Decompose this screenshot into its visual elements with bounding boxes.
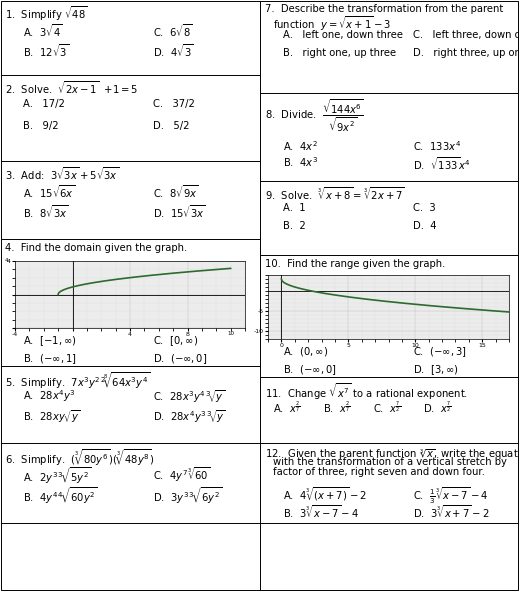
Text: A.  $(0,\infty)$: A. $(0,\infty)$ [283, 345, 328, 358]
Text: C.   left three, down one: C. left three, down one [413, 30, 519, 40]
Text: B.  $x^{\frac{2}{7}}$: B. $x^{\frac{2}{7}}$ [323, 399, 351, 415]
Text: D.  4: D. 4 [413, 221, 436, 231]
Text: B.  $28xy\sqrt{y}$: B. $28xy\sqrt{y}$ [23, 408, 80, 425]
Text: factor of three, right seven and down four.: factor of three, right seven and down fo… [273, 467, 485, 477]
Text: C.  $133x^4$: C. $133x^4$ [413, 139, 461, 153]
Text: 9.  Solve.  $\sqrt[3]{x+8}=\sqrt[3]{2x+7}$: 9. Solve. $\sqrt[3]{x+8}=\sqrt[3]{2x+7}$ [265, 185, 405, 202]
Text: 2.  Solve.  $\sqrt{2x-1}$  $+1=5$: 2. Solve. $\sqrt{2x-1}$ $+1=5$ [5, 79, 138, 96]
Text: A.   17/2: A. 17/2 [23, 99, 65, 109]
Text: A.  $4\sqrt[3]{(x+7)}-2$: A. $4\sqrt[3]{(x+7)}-2$ [283, 485, 367, 503]
Text: 10: 10 [227, 331, 234, 336]
Text: B.  $12\sqrt{3}$: B. $12\sqrt{3}$ [23, 42, 69, 59]
Text: B.  $3\sqrt[3]{x-7}-4$: B. $3\sqrt[3]{x-7}-4$ [283, 503, 359, 519]
Text: 3.  Add:  $3\sqrt{3x}+5\sqrt{3x}$: 3. Add: $3\sqrt{3x}+5\sqrt{3x}$ [5, 165, 119, 181]
Text: C.  3: C. 3 [413, 203, 435, 213]
Text: 1.  Simplify $\sqrt{48}$: 1. Simplify $\sqrt{48}$ [5, 4, 88, 22]
Text: A.  1: A. 1 [283, 203, 306, 213]
Text: with the transformation of a vertical stretch by: with the transformation of a vertical st… [273, 457, 507, 467]
Text: A.  $2y^{3\,3}\!\sqrt{5y^2}$: A. $2y^{3\,3}\!\sqrt{5y^2}$ [23, 465, 91, 486]
Text: D.  $\sqrt{133}x^4$: D. $\sqrt{133}x^4$ [413, 155, 470, 171]
Text: A.  $3\sqrt{4}$: A. $3\sqrt{4}$ [23, 22, 63, 38]
Text: B.  2: B. 2 [283, 221, 306, 231]
Text: D.   5/2: D. 5/2 [153, 121, 189, 131]
Text: D.  $3\sqrt[3]{x+7}-2$: D. $3\sqrt[3]{x+7}-2$ [413, 503, 489, 519]
Text: B.  $4y^{4\,4}\!\sqrt{60y^2}$: B. $4y^{4\,4}\!\sqrt{60y^2}$ [23, 485, 98, 505]
Text: C.  $28x^3y^{4\,3}\!\sqrt{y}$: C. $28x^3y^{4\,3}\!\sqrt{y}$ [153, 388, 225, 405]
Text: 6.  Simplify.  $(\sqrt[3]{80y^6})(\sqrt[3]{48y^8})$: 6. Simplify. $(\sqrt[3]{80y^6})(\sqrt[3]… [5, 447, 155, 467]
Text: 8.  Divide.  $\dfrac{\sqrt{144x^6}}{\sqrt{9x^2}}$: 8. Divide. $\dfrac{\sqrt{144x^6}}{\sqrt{… [265, 97, 364, 133]
Text: D.  $(-\infty,0]$: D. $(-\infty,0]$ [153, 352, 208, 366]
Text: B.  $(-\infty,1]$: B. $(-\infty,1]$ [23, 352, 77, 366]
Text: 4.  Find the domain given the graph.: 4. Find the domain given the graph. [5, 243, 187, 253]
Text: 12.  Given the parent function $\sqrt[3]{x}$, write the equation: 12. Given the parent function $\sqrt[3]{… [265, 447, 519, 462]
Text: 7.  Describe the transformation from the parent: 7. Describe the transformation from the … [265, 4, 503, 14]
Text: B.  $4x^3$: B. $4x^3$ [283, 155, 318, 169]
Text: D.  $15\sqrt{3x}$: D. $15\sqrt{3x}$ [153, 203, 206, 220]
Text: D.  $3y^{3\,3}\!\sqrt{6y^2}$: D. $3y^{3\,3}\!\sqrt{6y^2}$ [153, 485, 222, 505]
Text: C.  $\frac{1}{3}\sqrt[3]{x-7}-4$: C. $\frac{1}{3}\sqrt[3]{x-7}-4$ [413, 485, 488, 505]
Text: C.  $8\sqrt{9x}$: C. $8\sqrt{9x}$ [153, 183, 199, 200]
Text: B.   9/2: B. 9/2 [23, 121, 59, 131]
Text: B.   right one, up three: B. right one, up three [283, 48, 396, 58]
Text: function  $y=\sqrt{x+1}-3$: function $y=\sqrt{x+1}-3$ [273, 14, 391, 33]
Text: D.  $[3,\infty)$: D. $[3,\infty)$ [413, 363, 459, 377]
Text: 4: 4 [4, 258, 8, 264]
Text: 10.  Find the range given the graph.: 10. Find the range given the graph. [265, 259, 445, 269]
Text: A.  $28x^4y^3$: A. $28x^4y^3$ [23, 388, 76, 404]
Text: D.  $4\sqrt{3}$: D. $4\sqrt{3}$ [153, 42, 194, 59]
Text: B.  $8\sqrt{3x}$: B. $8\sqrt{3x}$ [23, 203, 69, 220]
Text: 5.  Simplify.  $7x^3y^{2\,2}\!\sqrt[8]{64x^3y^4}$: 5. Simplify. $7x^3y^{2\,2}\!\sqrt[8]{64x… [5, 370, 150, 391]
Text: C.  $x^{\frac{7}{2}}$: C. $x^{\frac{7}{2}}$ [373, 399, 401, 415]
Text: C.   37/2: C. 37/2 [153, 99, 195, 109]
Text: A.  $4x^2$: A. $4x^2$ [283, 139, 318, 153]
Text: A.  $[-1,\infty)$: A. $[-1,\infty)$ [23, 334, 77, 348]
Text: C.  $4y^7\sqrt[3]{60}$: C. $4y^7\sqrt[3]{60}$ [153, 465, 211, 483]
Text: C.  $(-\infty,3]$: C. $(-\infty,3]$ [413, 345, 467, 359]
Text: C.  $6\sqrt{8}$: C. $6\sqrt{8}$ [153, 22, 193, 38]
Text: C.  $[0,\infty)$: C. $[0,\infty)$ [153, 334, 198, 348]
Text: B.  $(-\infty,0]$: B. $(-\infty,0]$ [283, 363, 337, 377]
Text: A.   left one, down three: A. left one, down three [283, 30, 403, 40]
Text: A.  $x^{\frac{2}{7}}$: A. $x^{\frac{2}{7}}$ [273, 399, 301, 415]
Text: A.  $15\sqrt{6x}$: A. $15\sqrt{6x}$ [23, 183, 75, 200]
Text: 11.  Change $\sqrt{x^7}$ to a rational exponent.: 11. Change $\sqrt{x^7}$ to a rational ex… [265, 381, 468, 402]
Text: D.  $28x^4y^{3\,3}\!\sqrt{y}$: D. $28x^4y^{3\,3}\!\sqrt{y}$ [153, 408, 226, 425]
Text: D.   right three, up one: D. right three, up one [413, 48, 519, 58]
Text: D.  $x^{\frac{7}{2}}$: D. $x^{\frac{7}{2}}$ [423, 399, 452, 415]
